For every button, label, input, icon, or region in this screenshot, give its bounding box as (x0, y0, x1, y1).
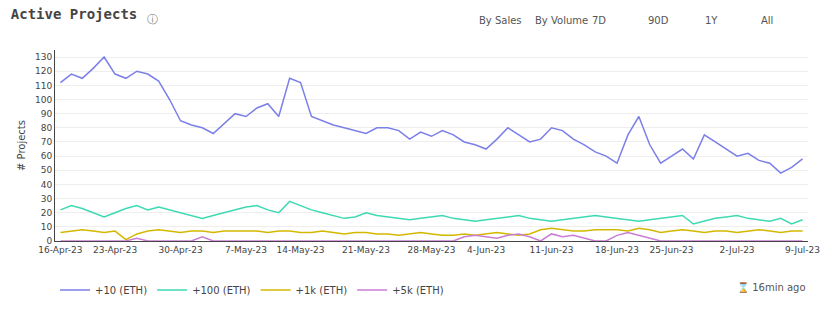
svg-text:14-May-23: 14-May-23 (277, 245, 325, 255)
svg-text:2-Jul-23: 2-Jul-23 (720, 245, 755, 255)
svg-text:21-May-23: 21-May-23 (342, 245, 390, 255)
svg-text:+10 (ETH): +10 (ETH) (95, 285, 147, 296)
svg-text:0: 0 (46, 236, 52, 246)
svg-text:9-Jul-23: 9-Jul-23 (785, 245, 820, 255)
svg-text:# Projects: # Projects (16, 120, 27, 171)
svg-text:16-Apr-23: 16-Apr-23 (38, 245, 82, 255)
svg-text:90D: 90D (648, 15, 669, 26)
svg-text:90: 90 (41, 109, 53, 119)
svg-text:⌛ 16min ago: ⌛ 16min ago (737, 281, 806, 294)
svg-text:60: 60 (41, 151, 53, 161)
svg-text:+100 (ETH): +100 (ETH) (192, 285, 250, 296)
svg-text:Active Projects: Active Projects (11, 6, 137, 22)
svg-text:All: All (761, 15, 773, 26)
svg-text:100: 100 (35, 95, 52, 105)
svg-text:110: 110 (35, 81, 52, 91)
svg-text:+1k (ETH): +1k (ETH) (296, 285, 348, 296)
svg-text:25-Jun-23: 25-Jun-23 (650, 245, 694, 255)
svg-text:40: 40 (41, 180, 53, 190)
svg-text:80: 80 (41, 123, 53, 133)
svg-text:120: 120 (35, 66, 52, 76)
svg-text:+5k (ETH): +5k (ETH) (392, 285, 444, 296)
svg-text:10: 10 (41, 222, 53, 232)
svg-text:130: 130 (35, 52, 52, 62)
svg-text:28-May-23: 28-May-23 (408, 245, 456, 255)
svg-text:70: 70 (41, 137, 53, 147)
svg-text:By Sales: By Sales (479, 15, 522, 26)
svg-text:7D: 7D (592, 15, 606, 26)
svg-text:50: 50 (41, 165, 53, 175)
svg-text:By Volume: By Volume (535, 15, 588, 26)
svg-text:1Y: 1Y (705, 15, 718, 26)
svg-text:30-Apr-23: 30-Apr-23 (158, 245, 202, 255)
svg-text:ⓘ: ⓘ (147, 13, 158, 26)
svg-text:4-Jun-23: 4-Jun-23 (467, 245, 505, 255)
svg-text:11-Jun-23: 11-Jun-23 (530, 245, 574, 255)
svg-text:18-Jun-23: 18-Jun-23 (595, 245, 639, 255)
svg-text:23-Apr-23: 23-Apr-23 (93, 245, 137, 255)
svg-text:20: 20 (41, 208, 53, 218)
svg-text:30: 30 (41, 194, 53, 204)
svg-text:7-May-23: 7-May-23 (225, 245, 267, 255)
